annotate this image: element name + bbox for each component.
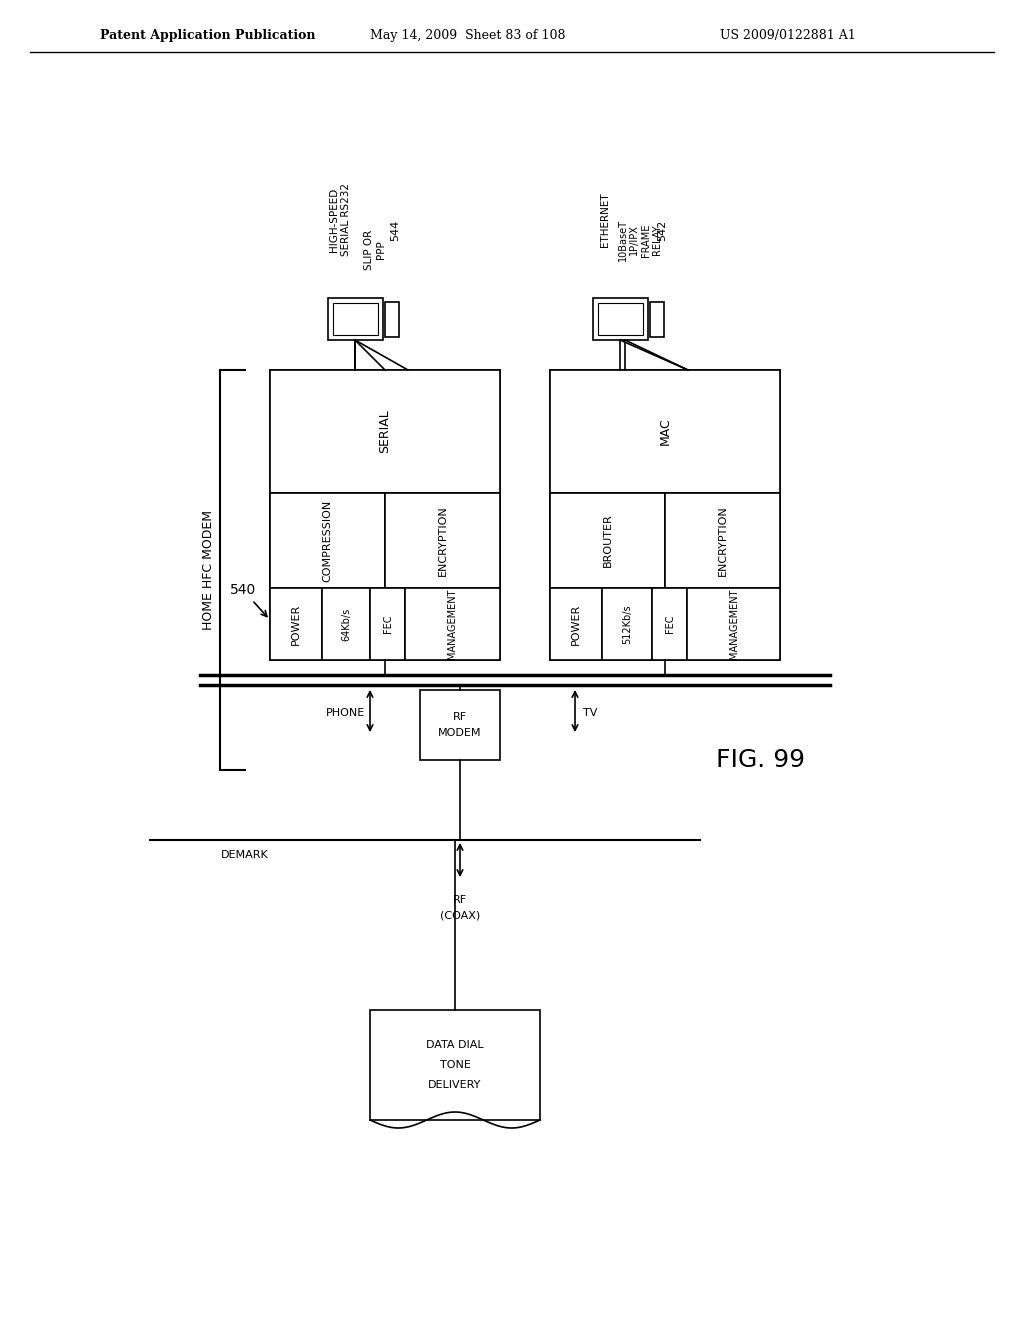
- Text: FEC: FEC: [665, 615, 675, 634]
- Bar: [270, 587, 322, 660]
- Bar: [270, 370, 500, 660]
- Bar: [602, 587, 652, 660]
- Bar: [550, 587, 602, 660]
- Bar: [687, 587, 780, 660]
- Text: May 14, 2009  Sheet 83 of 108: May 14, 2009 Sheet 83 of 108: [370, 29, 565, 41]
- Text: 512Kb/s: 512Kb/s: [622, 605, 632, 644]
- Bar: [649, 302, 664, 337]
- Bar: [550, 492, 780, 587]
- Text: 542: 542: [657, 219, 667, 240]
- Text: 64Kb/s: 64Kb/s: [341, 607, 351, 640]
- Text: FIG. 99: FIG. 99: [716, 748, 805, 772]
- Bar: [665, 492, 780, 587]
- Bar: [384, 302, 398, 337]
- Text: DEMARK: DEMARK: [221, 850, 269, 861]
- Text: SERIAL: SERIAL: [379, 409, 391, 453]
- Text: HIGH-SPEED
SERIAL RS232: HIGH-SPEED SERIAL RS232: [329, 183, 351, 256]
- Text: MANAGEMENT: MANAGEMENT: [447, 589, 458, 659]
- Bar: [550, 370, 780, 660]
- Bar: [593, 298, 647, 341]
- Text: SLIP OR
PPP: SLIP OR PPP: [365, 230, 386, 271]
- Bar: [597, 304, 642, 335]
- Bar: [370, 1010, 540, 1119]
- Bar: [550, 370, 780, 492]
- Bar: [322, 587, 370, 660]
- Text: 540: 540: [230, 583, 256, 597]
- Text: HOME HFC MODEM: HOME HFC MODEM: [202, 510, 214, 630]
- Text: FEC: FEC: [383, 615, 392, 634]
- Text: PHONE: PHONE: [326, 708, 365, 718]
- Text: POWER: POWER: [291, 603, 301, 644]
- Text: TONE: TONE: [439, 1060, 470, 1071]
- Bar: [406, 587, 500, 660]
- Bar: [333, 304, 378, 335]
- Text: POWER: POWER: [571, 603, 581, 644]
- Bar: [550, 492, 665, 587]
- Bar: [328, 298, 383, 341]
- Bar: [420, 690, 500, 760]
- Text: DATA DIAL: DATA DIAL: [426, 1040, 483, 1049]
- Bar: [270, 492, 385, 587]
- Text: ENCRYPTION: ENCRYPTION: [437, 506, 447, 576]
- Text: MAC: MAC: [658, 417, 672, 445]
- Text: Patent Application Publication: Patent Application Publication: [100, 29, 315, 41]
- Bar: [270, 492, 500, 587]
- Text: ENCRYPTION: ENCRYPTION: [718, 506, 727, 576]
- Bar: [270, 370, 500, 492]
- Text: (COAX): (COAX): [440, 909, 480, 920]
- Text: 544: 544: [390, 219, 400, 240]
- Text: DELIVERY: DELIVERY: [428, 1080, 481, 1090]
- Text: BROUTER: BROUTER: [602, 513, 612, 568]
- Text: ETHERNET: ETHERNET: [600, 193, 610, 247]
- Text: TV: TV: [583, 708, 597, 718]
- Bar: [652, 587, 687, 660]
- Text: MODEM: MODEM: [438, 729, 481, 738]
- Text: RF: RF: [453, 711, 467, 722]
- Text: RF: RF: [453, 895, 467, 906]
- Text: 10BaseT
1P/IPX
FRAME
RELAY: 10BaseT 1P/IPX FRAME RELAY: [617, 219, 663, 261]
- Text: MANAGEMENT: MANAGEMENT: [728, 589, 738, 659]
- Text: US 2009/0122881 A1: US 2009/0122881 A1: [720, 29, 856, 41]
- Bar: [385, 492, 500, 587]
- Bar: [370, 587, 406, 660]
- Text: COMPRESSION: COMPRESSION: [323, 499, 333, 582]
